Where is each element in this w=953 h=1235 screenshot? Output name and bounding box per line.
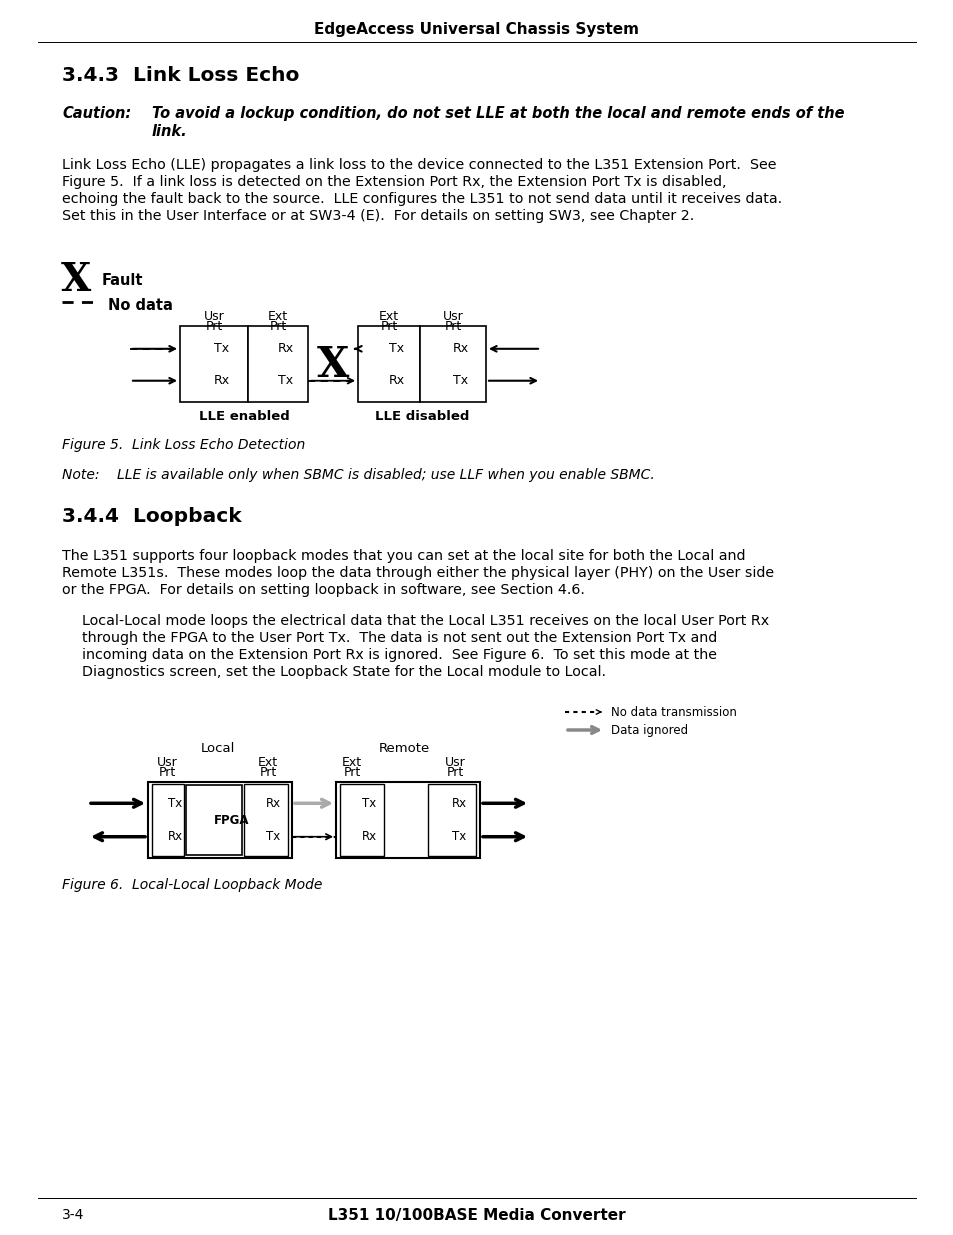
Text: Figure 5.  Link Loss Echo Detection: Figure 5. Link Loss Echo Detection (62, 438, 305, 452)
Text: Prt: Prt (343, 766, 360, 779)
Text: Tx: Tx (361, 797, 375, 810)
Text: or the FPGA.  For details on setting loopback in software, see Section 4.6.: or the FPGA. For details on setting loop… (62, 583, 584, 597)
Bar (428, 784, 476, 856)
Bar (180, 326, 248, 403)
Bar (148, 782, 292, 858)
Text: through the FPGA to the User Port Tx.  The data is not sent out the Extension Po: through the FPGA to the User Port Tx. Th… (82, 631, 717, 645)
Text: 3-4: 3-4 (62, 1208, 84, 1221)
Bar (152, 784, 184, 856)
Text: Remote: Remote (378, 742, 429, 755)
Text: Figure 6.  Local-Local Loopback Mode: Figure 6. Local-Local Loopback Mode (62, 878, 322, 892)
Text: Rx: Rx (266, 797, 281, 810)
Text: link.: link. (152, 124, 188, 140)
Text: Tx: Tx (266, 830, 280, 844)
Text: Prt: Prt (269, 320, 286, 333)
Text: Ext: Ext (378, 310, 398, 324)
Text: Ext: Ext (257, 756, 277, 769)
Bar (339, 784, 384, 856)
Bar (186, 785, 242, 855)
Text: Prt: Prt (446, 766, 463, 779)
Text: Local: Local (200, 742, 235, 755)
Text: Tx: Tx (213, 342, 229, 356)
Text: Figure 5.  If a link loss is detected on the Extension Port Rx, the Extension Po: Figure 5. If a link loss is detected on … (62, 175, 726, 189)
Text: Tx: Tx (277, 374, 293, 388)
Text: Prt: Prt (205, 320, 222, 333)
Text: Prt: Prt (444, 320, 461, 333)
Text: Ext: Ext (268, 310, 288, 324)
Text: LLE disabled: LLE disabled (375, 410, 469, 424)
Text: Usr: Usr (203, 310, 224, 324)
Text: incoming data on the Extension Port Rx is ignored.  See Figure 6.  To set this m: incoming data on the Extension Port Rx i… (82, 648, 717, 662)
Text: Remote L351s.  These modes loop the data through either the physical layer (PHY): Remote L351s. These modes loop the data … (62, 566, 773, 580)
Text: Rx: Rx (277, 342, 294, 356)
Text: Rx: Rx (168, 830, 183, 844)
Text: No data transmission: No data transmission (610, 706, 736, 719)
Text: Tx: Tx (452, 830, 466, 844)
Text: Prt: Prt (259, 766, 276, 779)
Text: Note:    LLE is available only when SBMC is disabled; use LLF when you enable SB: Note: LLE is available only when SBMC is… (62, 468, 654, 482)
Text: LLE enabled: LLE enabled (198, 410, 289, 424)
Text: Ext: Ext (341, 756, 362, 769)
Text: Usr: Usr (442, 310, 463, 324)
Text: Rx: Rx (389, 374, 405, 388)
Text: 3.4.4  Loopback: 3.4.4 Loopback (62, 508, 241, 526)
Bar (248, 326, 308, 403)
Bar (244, 784, 288, 856)
Text: Fault: Fault (102, 273, 143, 288)
Text: Caution:: Caution: (62, 106, 132, 121)
Text: FPGA: FPGA (213, 814, 250, 826)
Text: Set this in the User Interface or at SW3-4 (E).  For details on setting SW3, see: Set this in the User Interface or at SW3… (62, 209, 694, 224)
Text: Data ignored: Data ignored (610, 724, 687, 737)
Text: The L351 supports four loopback modes that you can set at the local site for bot: The L351 supports four loopback modes th… (62, 550, 744, 563)
Bar (419, 326, 485, 403)
Text: To avoid a lockup condition, do not set LLE at both the local and remote ends of: To avoid a lockup condition, do not set … (152, 106, 843, 121)
Text: Prt: Prt (380, 320, 397, 333)
Text: No data: No data (108, 298, 172, 312)
Text: Link Loss Echo (LLE) propagates a link loss to the device connected to the L351 : Link Loss Echo (LLE) propagates a link l… (62, 158, 776, 172)
Text: Prt: Prt (158, 766, 175, 779)
Text: Tx: Tx (453, 374, 468, 388)
Text: Usr: Usr (156, 756, 177, 769)
Text: Rx: Rx (361, 830, 376, 844)
Text: Tx: Tx (168, 797, 182, 810)
Text: Rx: Rx (452, 797, 467, 810)
Text: echoing the fault back to the source.  LLE configures the L351 to not send data : echoing the fault back to the source. LL… (62, 191, 781, 206)
Text: 3.4.3  Link Loss Echo: 3.4.3 Link Loss Echo (62, 65, 299, 85)
Text: Rx: Rx (213, 374, 230, 388)
Text: L351 10/100BASE Media Converter: L351 10/100BASE Media Converter (328, 1208, 625, 1223)
Text: X: X (61, 261, 91, 299)
Text: Rx: Rx (453, 342, 469, 356)
Text: X: X (316, 343, 349, 385)
Bar (357, 326, 419, 403)
Text: Local-Local mode loops the electrical data that the Local L351 receives on the l: Local-Local mode loops the electrical da… (82, 614, 768, 629)
Text: Tx: Tx (389, 342, 404, 356)
Text: EdgeAccess Universal Chassis System: EdgeAccess Universal Chassis System (314, 22, 639, 37)
Bar (335, 782, 479, 858)
Text: Diagnostics screen, set the Loopback State for the Local module to Local.: Diagnostics screen, set the Loopback Sta… (82, 664, 605, 679)
Text: Usr: Usr (444, 756, 465, 769)
